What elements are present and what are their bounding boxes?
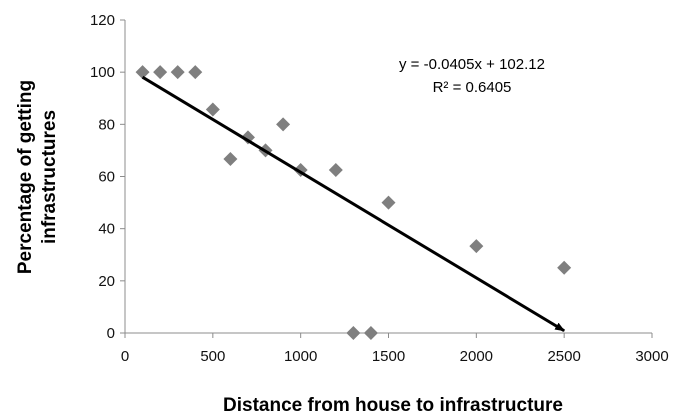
data-point — [363, 326, 378, 340]
data-point — [346, 326, 361, 340]
y-tick-label: 40 — [98, 221, 115, 238]
x-tick-label: 0 — [121, 348, 129, 365]
x-tick-label: 1500 — [372, 348, 405, 365]
y-tick-label: 80 — [98, 116, 115, 133]
axes — [124, 20, 652, 334]
data-point — [153, 65, 168, 80]
y-tick-label: 100 — [90, 64, 115, 81]
data-point — [276, 117, 291, 132]
r-squared-label: R² = 0.6405 — [433, 79, 512, 96]
trendline — [141, 75, 566, 333]
y-tick-label: 120 — [90, 12, 115, 29]
data-points — [135, 65, 572, 340]
x-tick-label: 3000 — [635, 348, 668, 365]
data-point — [205, 102, 220, 117]
data-point — [557, 260, 572, 275]
y-axis-ticks: 0 20 40 60 80 100 120 — [90, 12, 125, 342]
data-point — [135, 65, 150, 80]
y-axis-title-line-1: Percentage of getting — [15, 80, 36, 274]
y-axis-title-line-2: infrastructures — [39, 110, 60, 244]
data-point — [223, 152, 238, 167]
data-point — [469, 239, 484, 254]
data-point — [188, 65, 203, 80]
y-axis-title: Percentage of getting infrastructures — [15, 80, 60, 274]
data-point — [381, 195, 396, 210]
data-point — [170, 65, 185, 80]
x-axis-ticks: 0 500 1000 1500 2000 2500 3000 — [121, 333, 669, 365]
x-axis-title: Distance from house to infrastructure — [223, 395, 563, 416]
trendline-equation: y = -0.0405x + 102.12 — [399, 56, 545, 73]
y-tick-label: 60 — [98, 169, 115, 186]
trendline-group — [141, 75, 566, 333]
x-tick-label: 2500 — [547, 348, 580, 365]
x-tick-label: 1000 — [284, 348, 317, 365]
y-tick-label: 0 — [107, 325, 115, 342]
x-tick-label: 500 — [200, 348, 225, 365]
data-point — [240, 130, 255, 145]
y-tick-label: 20 — [98, 273, 115, 290]
data-point — [328, 162, 343, 177]
x-tick-label: 2000 — [460, 348, 493, 365]
